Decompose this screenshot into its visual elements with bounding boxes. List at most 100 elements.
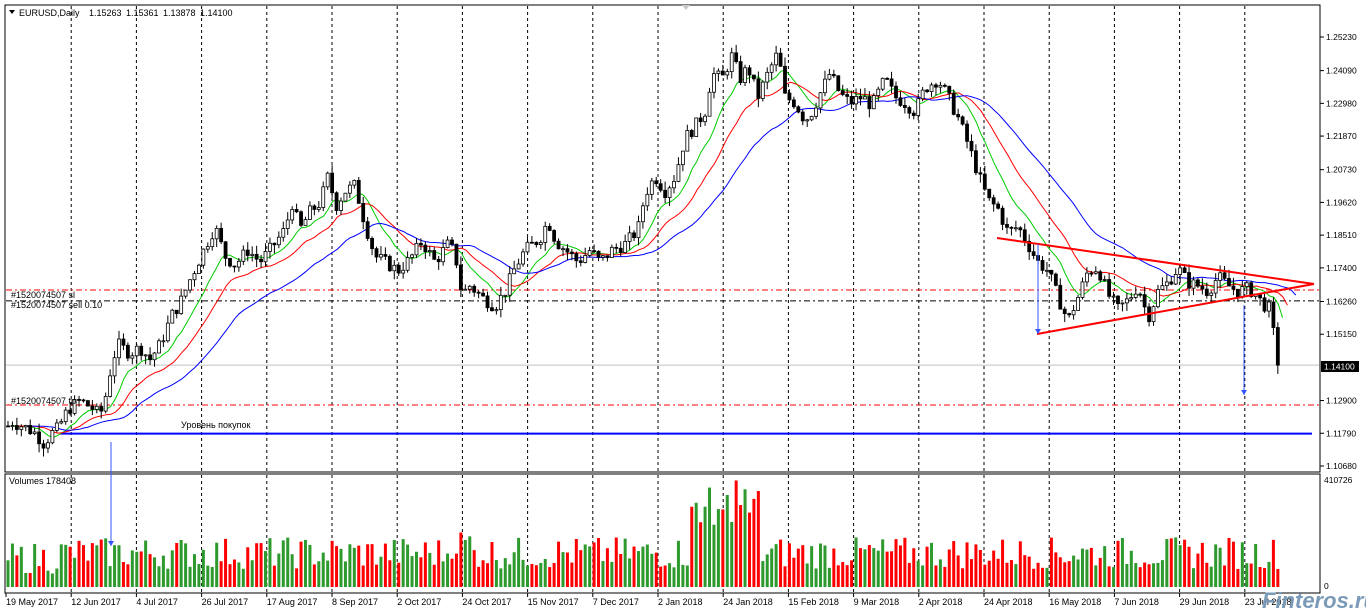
candle-body[interactable] [627, 232, 632, 242]
candle-body[interactable] [330, 172, 335, 194]
candle-body[interactable] [609, 246, 614, 258]
candle-body[interactable] [827, 74, 832, 80]
candle-body[interactable] [831, 74, 836, 77]
candle-body[interactable] [689, 130, 694, 137]
candle-body[interactable] [698, 117, 703, 123]
candle-body[interactable] [303, 219, 308, 226]
candle-body[interactable] [352, 179, 357, 186]
price-panel[interactable] [4, 4, 1321, 473]
candle-body[interactable] [863, 96, 867, 100]
candle-body[interactable] [201, 248, 206, 266]
candle-body[interactable] [410, 254, 414, 258]
candle-body[interactable] [1267, 301, 1271, 312]
candle-body[interactable] [725, 71, 730, 76]
candle-body[interactable] [1235, 288, 1240, 298]
candle-body[interactable] [254, 253, 259, 260]
candle-body[interactable] [1133, 293, 1138, 298]
candle-body[interactable] [854, 96, 858, 105]
candle-body[interactable] [1093, 271, 1098, 274]
candle-body[interactable] [1209, 292, 1214, 296]
candle-body[interactable] [228, 258, 232, 267]
candle-body[interactable] [996, 203, 1001, 209]
candle-body[interactable] [396, 264, 401, 274]
candle-body[interactable] [103, 396, 108, 412]
candle-body[interactable] [188, 279, 192, 291]
candle-body[interactable] [37, 431, 41, 445]
candle-body[interactable] [170, 309, 175, 324]
candle-body[interactable] [152, 352, 157, 361]
candle-body[interactable] [947, 85, 952, 94]
candle-body[interactable] [1120, 302, 1125, 305]
candle-body[interactable] [414, 242, 419, 256]
candle-body[interactable] [623, 241, 628, 254]
candle-body[interactable] [1005, 224, 1009, 228]
candle-body[interactable] [858, 96, 863, 100]
candle-body[interactable] [432, 250, 437, 260]
candle-body[interactable] [530, 241, 534, 244]
candle-body[interactable] [849, 96, 854, 105]
candle-body[interactable] [636, 221, 641, 239]
candle-body[interactable] [783, 65, 787, 94]
candle-body[interactable] [969, 140, 974, 152]
candle-body[interactable] [1160, 285, 1165, 290]
candle-body[interactable] [569, 251, 574, 255]
candle-body[interactable] [494, 309, 499, 312]
candle-body[interactable] [458, 264, 463, 291]
candle-body[interactable] [54, 422, 59, 431]
candle-body[interactable] [823, 78, 827, 94]
candle-body[interactable] [427, 250, 432, 253]
candle-body[interactable] [516, 263, 521, 270]
candle-body[interactable] [68, 409, 73, 414]
candle-body[interactable] [1022, 229, 1027, 242]
candle-body[interactable] [50, 430, 55, 444]
candle-body[interactable] [312, 205, 317, 210]
candle-body[interactable] [805, 119, 810, 122]
candle-body[interactable] [281, 228, 286, 238]
candle-body[interactable] [503, 294, 508, 297]
candle-body[interactable] [703, 115, 707, 123]
candle-body[interactable] [574, 253, 579, 262]
candle-body[interactable] [654, 180, 659, 185]
candle-body[interactable] [117, 338, 121, 359]
candle-body[interactable] [934, 84, 938, 88]
candle-body[interactable] [387, 255, 392, 272]
candle-body[interactable] [902, 105, 907, 108]
candle-body[interactable] [614, 246, 619, 249]
candle-body[interactable] [1191, 279, 1196, 289]
candle-body[interactable] [1187, 272, 1191, 289]
candle-body[interactable] [205, 246, 210, 250]
candle-body[interactable] [818, 92, 823, 109]
candle-body[interactable] [756, 78, 761, 99]
candle-body[interactable] [59, 421, 64, 424]
candle-body[interactable] [907, 107, 912, 114]
candle-body[interactable] [490, 307, 494, 312]
candle-body[interactable] [787, 92, 792, 101]
candle-body[interactable] [108, 375, 113, 397]
candle-body[interactable] [134, 345, 139, 357]
candle-body[interactable] [290, 209, 295, 221]
candle-body[interactable] [334, 192, 339, 211]
candle-body[interactable] [1013, 227, 1018, 230]
candle-body[interactable] [778, 52, 783, 67]
candle-body[interactable] [401, 269, 406, 274]
candle-body[interactable] [1169, 281, 1174, 285]
candle-body[interactable] [1045, 269, 1049, 272]
candle-body[interactable] [263, 250, 268, 263]
candle-body[interactable] [956, 113, 961, 118]
candle-body[interactable] [885, 77, 890, 80]
candle-body[interactable] [960, 116, 965, 125]
candle-body[interactable] [19, 426, 24, 430]
candle-body[interactable] [1249, 282, 1254, 297]
candle-body[interactable] [565, 248, 570, 253]
candle-body[interactable] [99, 405, 104, 412]
candle-body[interactable] [845, 94, 850, 97]
candle-body[interactable] [561, 248, 565, 251]
candle-body[interactable] [534, 241, 539, 246]
candle-body[interactable] [672, 180, 676, 189]
candle-body[interactable] [1098, 271, 1103, 281]
candle-body[interactable] [308, 205, 312, 220]
candle-body[interactable] [1000, 207, 1005, 225]
candle-body[interactable] [1173, 274, 1178, 285]
candle-body[interactable] [720, 70, 725, 76]
candle-body[interactable] [920, 89, 925, 100]
